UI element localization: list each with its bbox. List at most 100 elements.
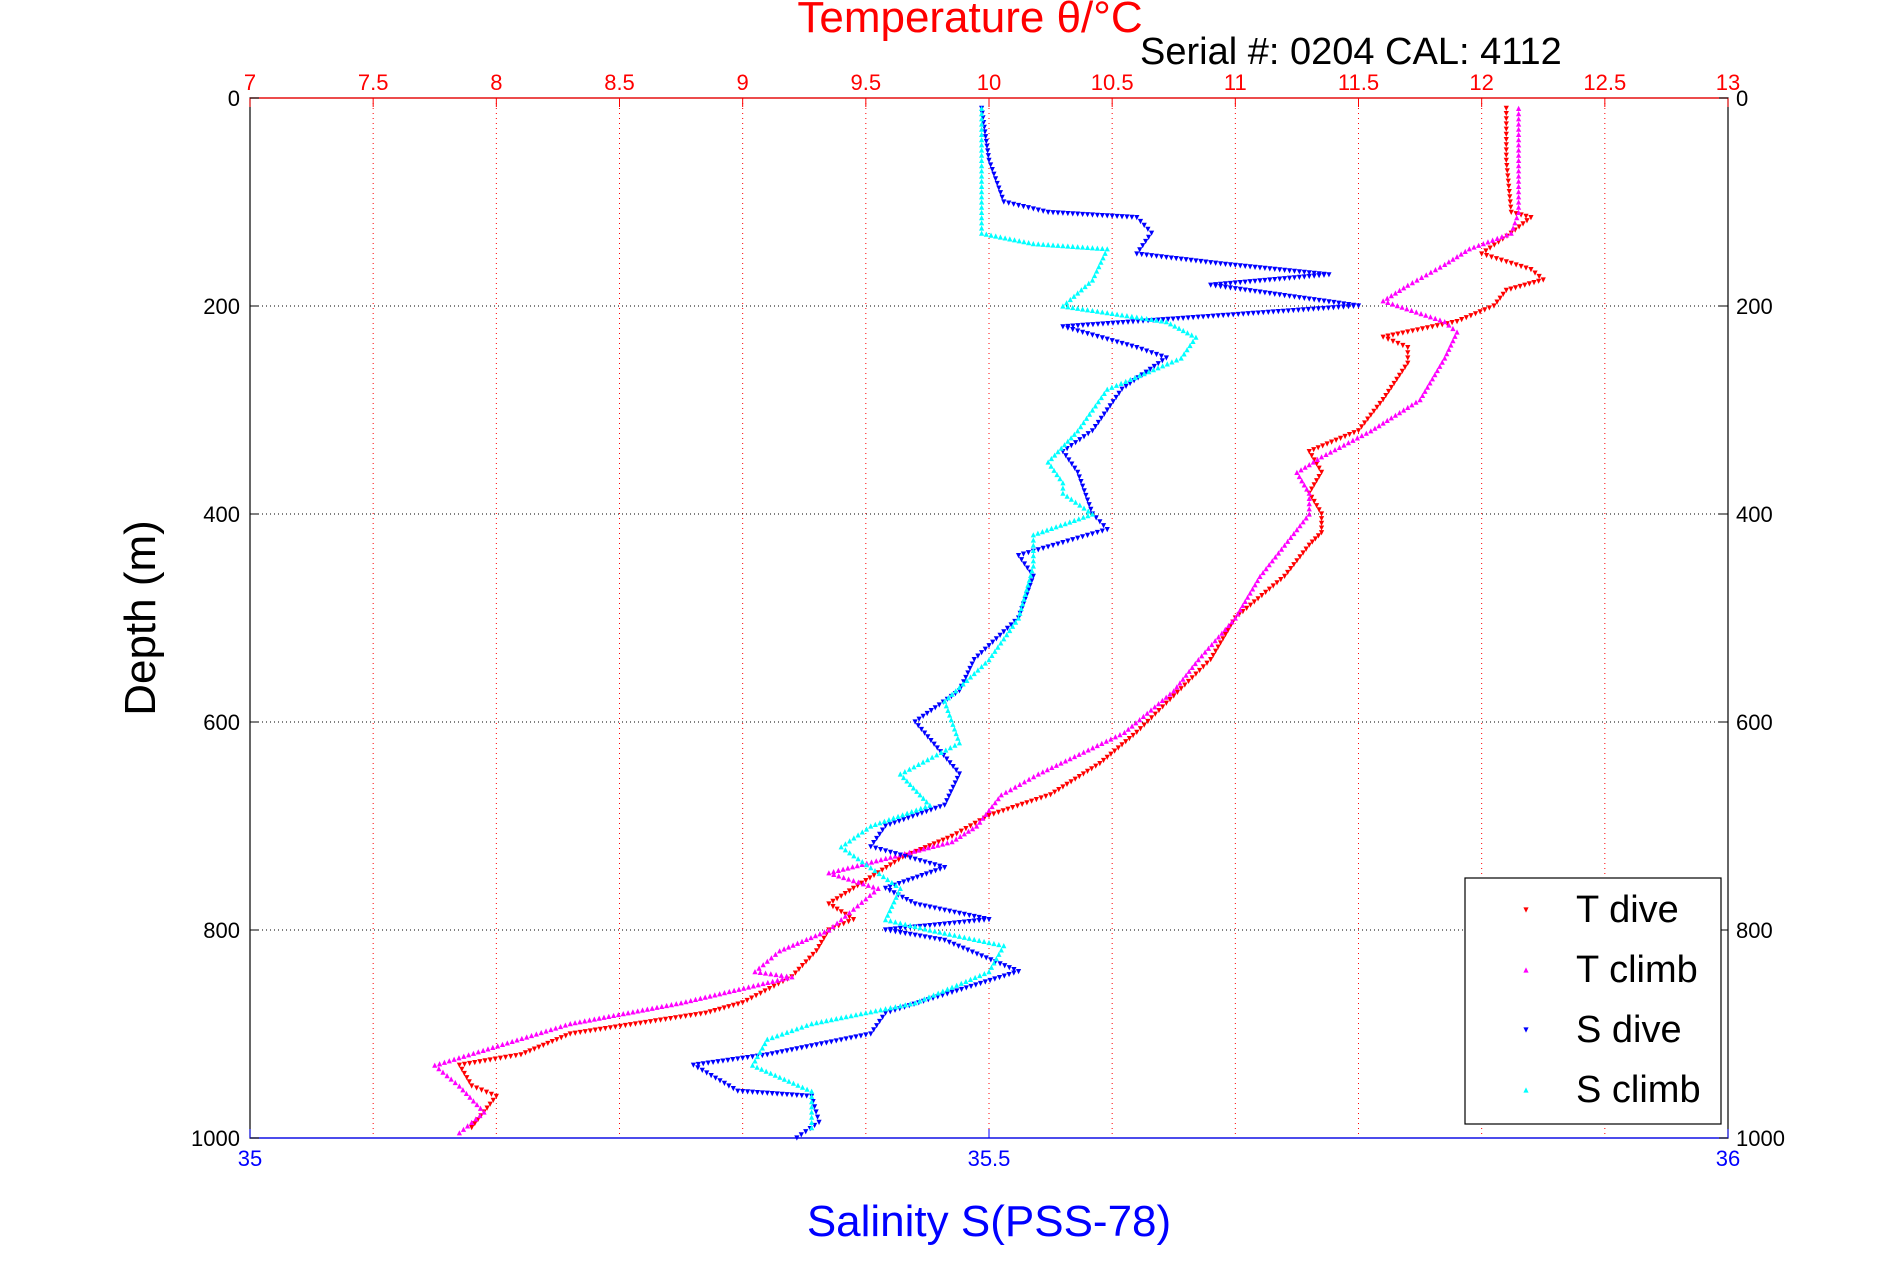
- data-point: [922, 923, 928, 929]
- data-point: [937, 804, 943, 810]
- data-point: [749, 1089, 756, 1095]
- data-point: [1503, 105, 1509, 111]
- data-point: [460, 1126, 467, 1132]
- data-point: [1195, 657, 1201, 663]
- data-point: [446, 1058, 452, 1064]
- data-point: [843, 1014, 849, 1020]
- data-point: [1163, 355, 1169, 361]
- data-point: [1129, 313, 1135, 319]
- data-point: [1075, 305, 1081, 311]
- data-point: [865, 882, 871, 888]
- data-point: [889, 879, 895, 886]
- data-point: [1209, 641, 1215, 648]
- data-point: [632, 1021, 639, 1027]
- data-point: [1030, 563, 1036, 569]
- data-point: [690, 1062, 696, 1068]
- data-point: [887, 888, 893, 894]
- data-point: [1242, 287, 1248, 293]
- temperature-tick-label: 10: [977, 70, 1001, 95]
- data-point: [840, 866, 846, 872]
- data-point: [1169, 359, 1175, 365]
- data-point: [946, 908, 953, 914]
- data-point: [1055, 210, 1061, 216]
- data-point: [759, 1045, 765, 1051]
- data-point: [911, 848, 917, 854]
- data-point: [1442, 319, 1448, 325]
- data-point: [1133, 720, 1139, 726]
- data-point: [1262, 277, 1268, 284]
- data-point: [1428, 269, 1434, 275]
- data-point: [1096, 264, 1102, 270]
- data-point: [1434, 367, 1440, 374]
- data-point: [1015, 969, 1022, 975]
- data-point: [1084, 212, 1091, 218]
- data-point: [1380, 397, 1386, 403]
- data-point: [973, 982, 979, 988]
- data-point: [1099, 309, 1105, 315]
- data-point: [882, 1010, 889, 1016]
- data-point: [1089, 332, 1096, 338]
- data-point: [1503, 259, 1509, 265]
- data-point: [1210, 313, 1216, 319]
- data-point: [463, 1090, 470, 1097]
- data-point: [472, 1060, 478, 1066]
- data-point: [932, 922, 938, 928]
- data-point: [1316, 465, 1322, 471]
- data-point: [991, 940, 997, 947]
- data-point: [1437, 264, 1443, 270]
- data-point: [1081, 505, 1087, 511]
- data-point: [887, 862, 894, 868]
- data-point: [582, 1018, 588, 1024]
- data-point: [712, 1075, 719, 1081]
- data-point: [944, 756, 950, 762]
- data-point: [925, 757, 931, 763]
- data-point: [1124, 342, 1130, 348]
- data-point: [1188, 257, 1194, 263]
- data-point: [1076, 751, 1082, 757]
- data-point: [1516, 199, 1522, 205]
- data-point: [838, 1015, 844, 1021]
- data-point: [1294, 558, 1300, 564]
- data-point: [1350, 303, 1357, 309]
- data-point: [843, 1036, 849, 1042]
- data-point: [1516, 194, 1522, 200]
- data-point: [842, 847, 849, 853]
- data-point: [1304, 486, 1310, 492]
- data-point: [1522, 282, 1528, 288]
- data-point: [804, 1093, 810, 1099]
- data-point: [754, 1064, 760, 1070]
- data-point: [1129, 214, 1135, 220]
- data-point: [799, 1024, 805, 1030]
- data-point: [1380, 298, 1386, 304]
- data-point: [1018, 605, 1024, 612]
- data-point: [617, 1023, 624, 1029]
- data-point: [979, 137, 985, 143]
- data-point: [1198, 258, 1204, 265]
- data-point: [926, 994, 932, 1000]
- data-point: [1516, 157, 1522, 163]
- data-point: [731, 987, 737, 993]
- data-point: [779, 1091, 785, 1097]
- data-point: [1315, 533, 1322, 539]
- data-point: [1151, 363, 1157, 370]
- data-point: [990, 639, 996, 645]
- data-point: [1298, 467, 1304, 473]
- data-point: [774, 1091, 780, 1097]
- data-point: [1104, 527, 1110, 533]
- data-point: [1354, 435, 1360, 441]
- data-point: [1242, 279, 1248, 285]
- data-point: [1146, 234, 1152, 240]
- data-point: [1300, 550, 1306, 556]
- data-point: [562, 1022, 568, 1028]
- data-point: [768, 955, 775, 961]
- data-point: [490, 1044, 496, 1050]
- data-point: [1080, 322, 1086, 328]
- data-point: [1052, 452, 1058, 458]
- data-point: [979, 105, 985, 111]
- data-point: [1099, 335, 1105, 341]
- data-point: [904, 896, 910, 903]
- data-point: [983, 955, 989, 961]
- data-point: [850, 885, 857, 891]
- data-point: [1275, 550, 1282, 556]
- data-point: [919, 873, 925, 879]
